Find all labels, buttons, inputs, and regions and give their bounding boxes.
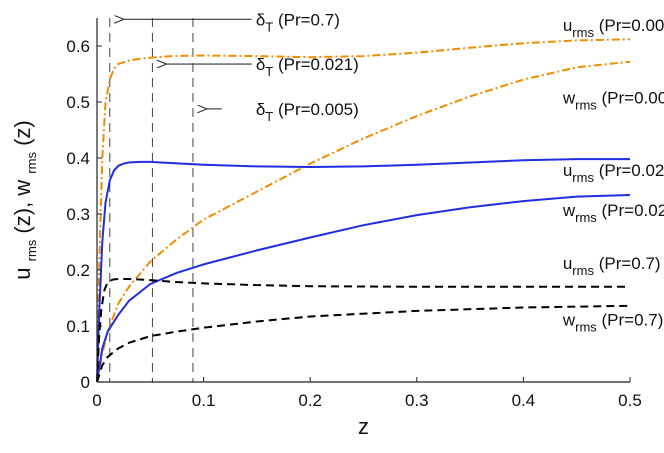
x-tick-label: 0.3 [405, 391, 429, 410]
series-label-1: wrms (Pr=0.005) [562, 89, 664, 113]
series-w-rms-pr-0-005 [96, 60, 631, 383]
plot-area: δT (Pr=0.7) δT (Pr=0.021) δT (Pr=0.005) urm… [96, 10, 664, 383]
y-axis-label: u rms (z), w rms (z) [10, 120, 41, 280]
x-axis-label: z [358, 414, 369, 439]
series-u-rms-pr-0-7 [96, 278, 630, 383]
series-w-rms-pr-0-7 [96, 304, 631, 383]
series-label-0: urms (Pr=0.005) [563, 16, 664, 40]
y-axis-label-end: (z) [10, 120, 35, 146]
y-axis-label-mid: (z), w [10, 180, 35, 234]
series-w-rms-pr-0-021 [96, 194, 631, 383]
y-tick-label: 0.2 [66, 261, 90, 280]
x-tick-label: 0 [92, 391, 101, 410]
series-label-2: urms (Pr=0.021) [563, 161, 664, 185]
series-label-5: wrms (Pr=0.7) [562, 310, 664, 334]
y-tick-label: 0.6 [66, 37, 90, 56]
y-tick-label: 0.3 [66, 205, 90, 224]
y-axis-label-u: u [10, 268, 35, 280]
x-tick-label: 0.5 [618, 391, 642, 410]
series-label-4: urms (Pr=0.7) [563, 254, 661, 278]
axes: 0 0.1 0.2 0.3 0.4 0.5 0 0.1 0.2 0.3 0.4 0.5 0.6 [66, 18, 642, 410]
y-axis-label-sub1: rms [24, 239, 39, 261]
y-tick-label: 0 [81, 373, 90, 392]
y-tick-label: 0.4 [66, 149, 90, 168]
x-tick-label: 0.2 [298, 391, 322, 410]
annotation-delta-t-2: δT (Pr=0.005) [256, 100, 359, 124]
x-tick-label: 0.4 [512, 391, 536, 410]
series-u-rms-pr-0-005 [96, 38, 631, 383]
series-label-3: wrms (Pr=0.021) [562, 201, 664, 225]
x-tick-label: 0.1 [192, 391, 216, 410]
y-tick-label: 0.5 [66, 93, 90, 112]
annotation-delta-t-0: δT (Pr=0.7) [256, 10, 340, 34]
series-u-rms-pr-0-021 [96, 158, 630, 383]
y-tick-label: 0.1 [66, 317, 90, 336]
y-axis-label-sub2: rms [24, 152, 39, 174]
annotation-delta-t-1: δT (Pr=0.021) [256, 55, 359, 79]
